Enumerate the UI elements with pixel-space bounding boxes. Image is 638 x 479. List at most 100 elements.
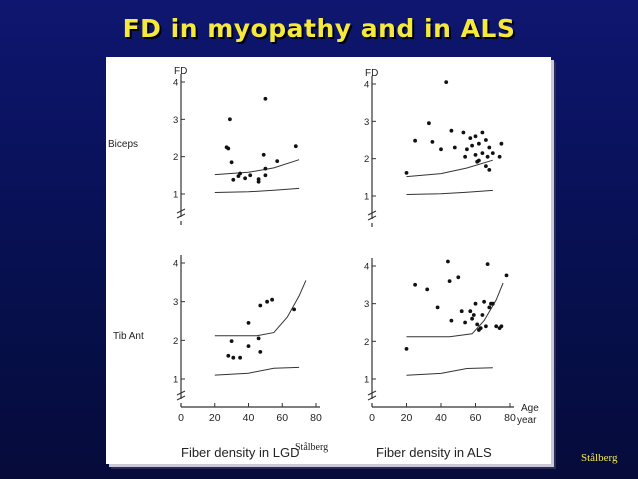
data-point [246,344,251,348]
data-point [459,309,464,314]
data-point [275,159,280,163]
x-axis-label-age: Age [521,403,539,414]
axis-break-mark [367,210,377,221]
y-tick-label: 3 [173,115,178,126]
data-point [485,262,490,266]
x-tick-label: 20 [209,412,221,424]
data-point [456,275,461,280]
data-point [485,154,490,159]
data-point [292,307,296,312]
data-point [473,134,478,139]
x-tick-label: 60 [276,412,288,424]
y-tick-label: 3 [173,297,178,308]
data-point [231,355,236,360]
data-point [477,158,481,163]
x-tick-label: 80 [310,412,322,424]
data-point [404,347,409,351]
slide-credit: Stålberg [581,452,618,464]
data-point [261,152,266,157]
data-point [473,153,478,157]
y-tick-label: 4 [364,262,369,273]
data-point [461,130,466,135]
data-point [238,355,243,360]
data-point [484,324,488,329]
y-tick-label: 4 [173,259,178,270]
data-point [470,316,474,321]
row-label-tib-ant: Tib Ant [113,331,144,342]
axis-break-mark [176,390,186,401]
data-point [475,322,480,327]
x-tick-label: 60 [470,412,482,424]
data-point [497,154,502,159]
data-point [243,176,248,181]
panel-0: 1 2 3 4 [173,74,300,225]
y-tick-label: 2 [364,337,369,348]
data-point [499,141,504,146]
data-point [263,173,268,178]
data-point [435,305,440,310]
data-point [463,154,467,159]
y-tick-label: 2 [173,152,178,163]
x-tick-label: 0 [178,412,184,424]
data-point [487,305,492,310]
data-point [452,145,457,150]
data-point [258,350,263,354]
y-tick-label: 1 [364,375,369,386]
data-point [473,301,478,306]
row-label-biceps: Biceps [108,139,138,150]
data-point [293,144,298,149]
x-axis-label-year: year [517,415,537,426]
data-point [447,279,452,283]
data-point [229,160,234,165]
data-point [404,171,409,175]
data-point [226,353,231,358]
data-point [444,80,449,84]
data-point [256,177,261,181]
data-point [480,151,485,155]
y-tick-label: 1 [364,192,369,203]
y-tick-label: 2 [364,154,369,165]
y-tick-label: 2 [173,336,178,347]
data-point [477,141,481,146]
overlap-credit: Stålberg [295,442,328,453]
data-point [439,147,443,152]
x-tick-label: 0 [369,412,375,424]
data-point [258,303,263,308]
data-point [480,313,485,317]
data-point [504,273,509,278]
y-tick-label: 4 [173,78,178,89]
x-tick-label: 80 [504,412,516,424]
data-point [246,321,251,325]
slide-title: FD in myopathy and in ALS [122,14,516,43]
figure-panel: FD FD Biceps Tib Ant Age year Fiber dens… [106,57,551,464]
reference-lower-curve [406,189,493,195]
data-point [265,299,269,304]
data-point [263,166,268,171]
data-point [471,313,476,317]
y-tick-label: 3 [364,117,369,128]
caption-lgd: Fiber density in LGD [181,445,300,460]
data-point [238,171,243,176]
data-point [425,287,430,292]
data-point [463,320,467,325]
data-point [465,147,469,152]
panel-1: 1 2 3 4 [364,76,504,227]
data-point [490,151,495,155]
reference-lower-curve [406,367,493,376]
reference-upper-curve [406,159,493,178]
x-tick-label: 40 [435,412,447,424]
data-point [229,339,234,343]
fd-axis-label-top-left: FD [174,66,187,77]
fd-axis-label-top-right: FD [365,68,378,79]
data-point [487,168,492,172]
reference-lower-curve [214,366,300,376]
data-point [427,121,431,126]
reference-upper-curve [214,280,307,337]
data-point [270,297,274,302]
data-point [226,146,231,151]
axis-break-mark [176,208,186,219]
reference-lower-curve [214,187,300,193]
reference-upper-curve [214,159,300,176]
